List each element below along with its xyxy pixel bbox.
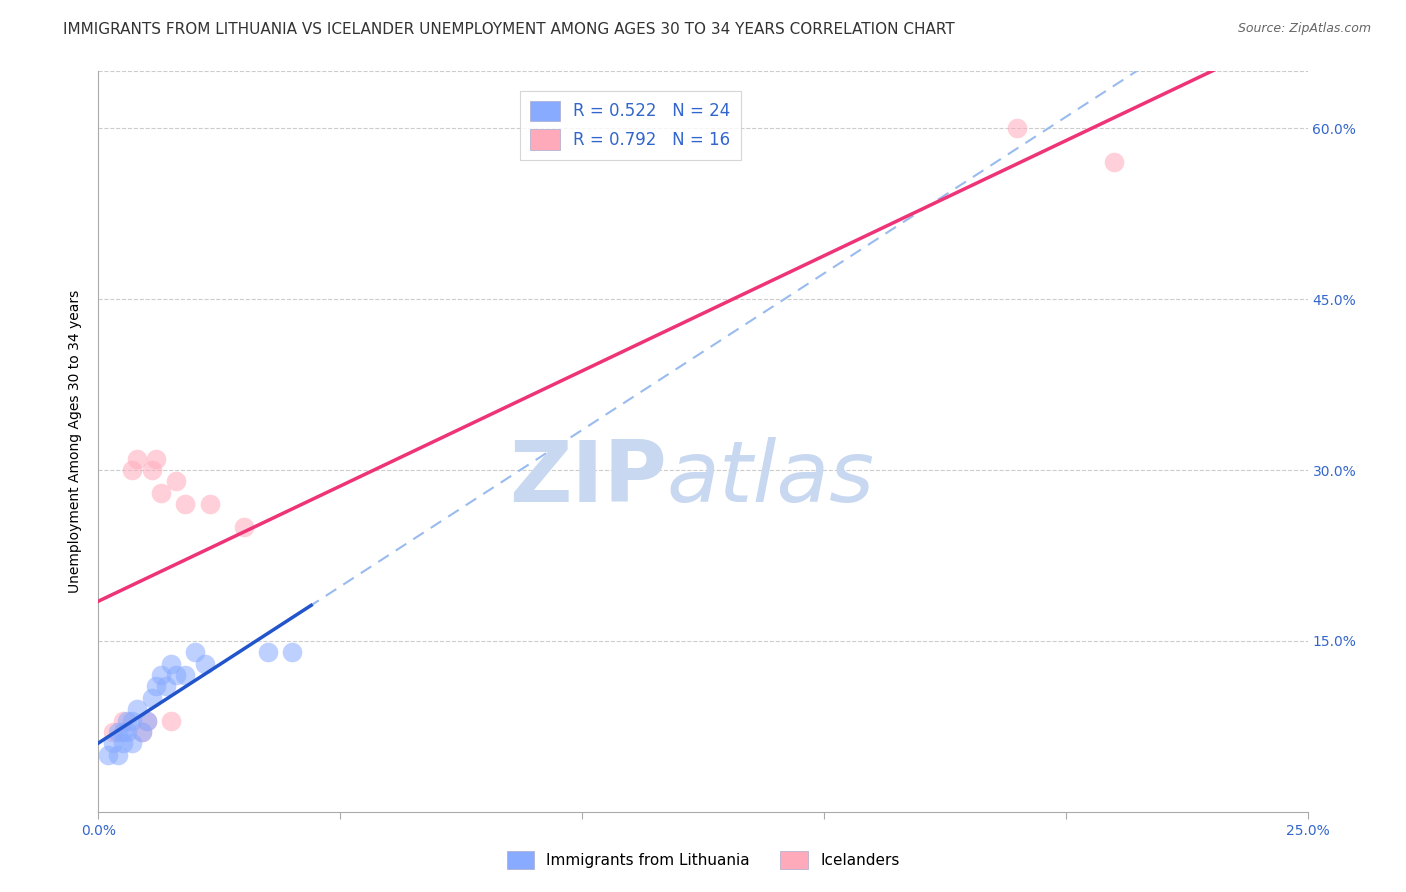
- Point: [135, 714, 157, 728]
- Point: [165, 475, 187, 489]
- Point: [135, 714, 157, 728]
- Point: [184, 645, 207, 659]
- Point: [111, 714, 134, 728]
- Point: [160, 657, 183, 671]
- Point: [101, 725, 124, 739]
- Point: [150, 668, 173, 682]
- Point: [150, 485, 173, 500]
- Point: [232, 520, 254, 534]
- Point: [160, 714, 183, 728]
- Point: [107, 725, 129, 739]
- Point: [155, 680, 177, 694]
- Point: [117, 714, 139, 728]
- Point: [131, 725, 153, 739]
- Point: [145, 451, 167, 466]
- Point: [141, 463, 163, 477]
- Point: [141, 690, 163, 705]
- Point: [165, 668, 187, 682]
- Point: [1102, 155, 1125, 169]
- Point: [127, 451, 149, 466]
- Legend: Immigrants from Lithuania, Icelanders: Immigrants from Lithuania, Icelanders: [501, 845, 905, 875]
- Text: ZIP: ZIP: [509, 437, 666, 520]
- Point: [97, 747, 120, 762]
- Point: [101, 736, 124, 750]
- Point: [198, 497, 221, 511]
- Text: atlas: atlas: [666, 437, 875, 520]
- Point: [121, 736, 143, 750]
- Point: [111, 736, 134, 750]
- Point: [107, 747, 129, 762]
- Text: IMMIGRANTS FROM LITHUANIA VS ICELANDER UNEMPLOYMENT AMONG AGES 30 TO 34 YEARS CO: IMMIGRANTS FROM LITHUANIA VS ICELANDER U…: [63, 22, 955, 37]
- Point: [121, 714, 143, 728]
- Text: Source: ZipAtlas.com: Source: ZipAtlas.com: [1237, 22, 1371, 36]
- Point: [281, 645, 304, 659]
- Y-axis label: Unemployment Among Ages 30 to 34 years: Unemployment Among Ages 30 to 34 years: [69, 290, 83, 593]
- Point: [131, 725, 153, 739]
- Point: [117, 725, 139, 739]
- Point: [174, 497, 197, 511]
- Point: [127, 702, 149, 716]
- Point: [145, 680, 167, 694]
- Point: [121, 463, 143, 477]
- Legend: R = 0.522   N = 24, R = 0.792   N = 16: R = 0.522 N = 24, R = 0.792 N = 16: [520, 91, 741, 160]
- Point: [1007, 121, 1029, 136]
- Point: [256, 645, 278, 659]
- Point: [194, 657, 217, 671]
- Point: [174, 668, 197, 682]
- Point: [111, 725, 134, 739]
